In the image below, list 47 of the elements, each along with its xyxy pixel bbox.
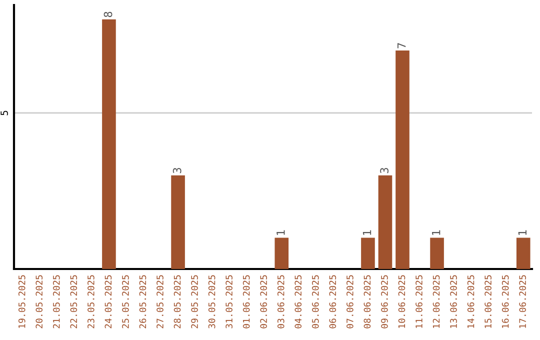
data-label: 3 — [172, 168, 182, 174]
x-tick-label: 10.06.2025 — [398, 275, 406, 328]
x-tick-label: 13.06.2025 — [450, 275, 457, 328]
bar — [274, 238, 289, 269]
bar — [378, 175, 392, 269]
x-tick-label: 24.05.2025 — [104, 275, 112, 328]
x-tick-label: 21.05.2025 — [52, 275, 60, 328]
bar — [361, 238, 375, 269]
bar — [516, 238, 530, 269]
bar — [430, 238, 444, 269]
data-label: 7 — [397, 43, 406, 48]
x-tick-label: 22.05.2025 — [70, 275, 78, 328]
data-label: 3 — [380, 168, 388, 174]
x-tick-label: 07.06.2025 — [346, 275, 354, 328]
y-tick-label: 5 — [0, 110, 8, 116]
x-tick-label: 29.05.2025 — [191, 275, 198, 328]
x-tick-label: 06.06.2025 — [329, 275, 336, 328]
x-tick-label: 08.06.2025 — [364, 275, 371, 328]
x-tick-label: 30.05.2025 — [208, 275, 216, 328]
x-tick-label: 12.06.2025 — [432, 275, 440, 328]
x-tick-label: 09.06.2025 — [381, 275, 388, 328]
x-tick-label: 04.06.2025 — [294, 275, 302, 328]
data-label: 1 — [432, 230, 440, 235]
x-tick-label: 01.06.2025 — [242, 275, 250, 328]
x-tick-label: 28.05.2025 — [174, 275, 181, 328]
x-tick-label: 03.06.2025 — [277, 275, 284, 328]
x-tick-label: 16.06.2025 — [502, 275, 509, 328]
x-tick-label: 11.06.2025 — [416, 275, 422, 328]
data-label: 1 — [276, 230, 285, 235]
x-tick-label: 20.05.2025 — [36, 275, 43, 328]
x-tick-label: 31.05.2025 — [226, 275, 232, 328]
x-tick-label: 27.05.2025 — [156, 275, 164, 328]
x-tick-label: 23.05.2025 — [88, 275, 94, 328]
x-tick-label: 05.06.2025 — [312, 275, 319, 328]
x-tick-label: 14.06.2025 — [467, 275, 474, 328]
x-tick-label: 15.06.2025 — [484, 275, 492, 328]
data-label: 1 — [518, 230, 526, 235]
x-tick-label: 02.06.2025 — [260, 275, 268, 328]
data-label: 8 — [104, 12, 112, 18]
x-tick-label: 19.05.2025 — [18, 275, 26, 328]
x-tick-label: 25.05.2025 — [122, 275, 129, 328]
bar — [171, 175, 185, 269]
bar — [102, 19, 116, 269]
bar — [396, 50, 410, 269]
x-tick-label: 26.05.2025 — [139, 275, 146, 328]
data-label: 1 — [362, 230, 372, 235]
x-tick-label: 17.06.2025 — [519, 275, 526, 328]
